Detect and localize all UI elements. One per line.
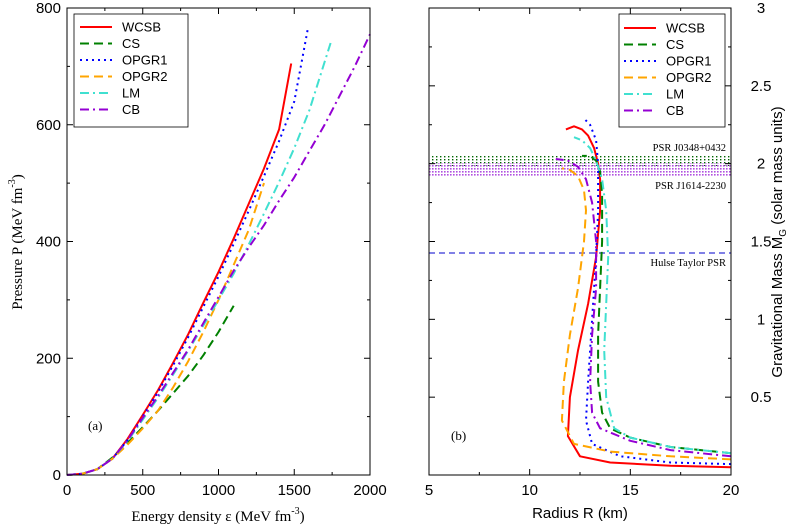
y-tick-label: 800 xyxy=(36,0,61,17)
y-tick-label: 400 xyxy=(36,234,61,251)
legend-label-opgr1: OPGR1 xyxy=(666,54,712,69)
series-line-lm xyxy=(573,136,732,455)
x-tick-label: 2000 xyxy=(353,482,386,499)
panel-b-pulsar-bands xyxy=(429,155,731,254)
legend-label-opgr2: OPGR2 xyxy=(666,70,712,85)
legend-label-opgr2: OPGR2 xyxy=(122,69,168,84)
y-tick-label: 3 xyxy=(757,0,765,17)
series-line-opgr2 xyxy=(66,182,265,476)
legend-label-cs: CS xyxy=(666,37,684,52)
panel-a-legend-box xyxy=(73,13,189,128)
band-label-psr-j1614: PSR J1614-2230 xyxy=(655,181,726,192)
series-line-wcsb xyxy=(565,125,732,469)
y-tick-label: 600 xyxy=(36,117,61,134)
band-psr-j1614 xyxy=(429,163,731,177)
panel-a-series xyxy=(66,28,371,476)
series-line-cb xyxy=(66,33,371,476)
panel-a-x-axis-label: Energy density ε (MeV fm-3) xyxy=(131,506,304,525)
panel-a-tick-labels: 0 500 1000 1500 2000 0 200 400 600 800 xyxy=(36,0,387,499)
legend-label-cs: CS xyxy=(122,36,140,51)
y-tick-label: 2 xyxy=(757,156,765,173)
series-line-opgr2 xyxy=(560,167,732,461)
x-tick-label: 0 xyxy=(63,482,71,499)
y-tick-label: 0.5 xyxy=(751,389,772,406)
legend-label-wcsb: WCSB xyxy=(666,21,705,36)
legend-label-opgr1: OPGR1 xyxy=(122,53,168,68)
panel-a-label: (a) xyxy=(88,418,102,433)
y-tick-label: 0 xyxy=(53,467,61,484)
x-tick-label: 10 xyxy=(521,482,538,499)
x-tick-label: 500 xyxy=(130,482,155,499)
x-tick-label: 1000 xyxy=(202,482,235,499)
band-psr-j0348 xyxy=(429,155,731,166)
panel-b-series xyxy=(555,117,732,469)
panel-b-legend-box xyxy=(618,13,726,128)
panel-b-x-axis-label: Radius R (km) xyxy=(532,505,628,522)
panel-b-frame xyxy=(428,7,732,476)
y-tick-label: 1 xyxy=(757,311,765,328)
y-tick-label: 2.5 xyxy=(751,78,772,95)
x-tick-label: 15 xyxy=(622,482,639,499)
panel-b-tick-labels: 5 10 15 20 0.5 1 1.5 2 2.5 3 xyxy=(425,0,772,499)
y-tick-label: 1.5 xyxy=(751,234,772,251)
legend-label-wcsb: WCSB xyxy=(122,20,161,35)
legend-label-cb: CB xyxy=(666,103,684,118)
hulse-taylor-label: Hulse Taylor PSR xyxy=(651,258,727,269)
y-tick-label: 200 xyxy=(36,350,61,367)
panel-b-label: (b) xyxy=(451,428,466,443)
series-line-cs xyxy=(66,305,235,476)
panel-b-y-axis-label: Gravitational Mass MG (solar mass units) xyxy=(769,106,789,377)
series-line-cb xyxy=(555,158,732,458)
panel-a-y-axis-label: Pressure P (MeV fm-3) xyxy=(7,174,26,309)
legend-label-lm: LM xyxy=(122,86,140,101)
legend-label-cb: CB xyxy=(122,102,140,117)
x-tick-label: 20 xyxy=(723,482,740,499)
x-tick-label: 5 xyxy=(425,482,433,499)
x-tick-label: 1500 xyxy=(278,482,311,499)
panel-a-frame xyxy=(66,7,371,476)
legend-label-lm: LM xyxy=(666,87,684,102)
band-label-psr-j0348: PSR J0348+0432 xyxy=(653,143,726,154)
